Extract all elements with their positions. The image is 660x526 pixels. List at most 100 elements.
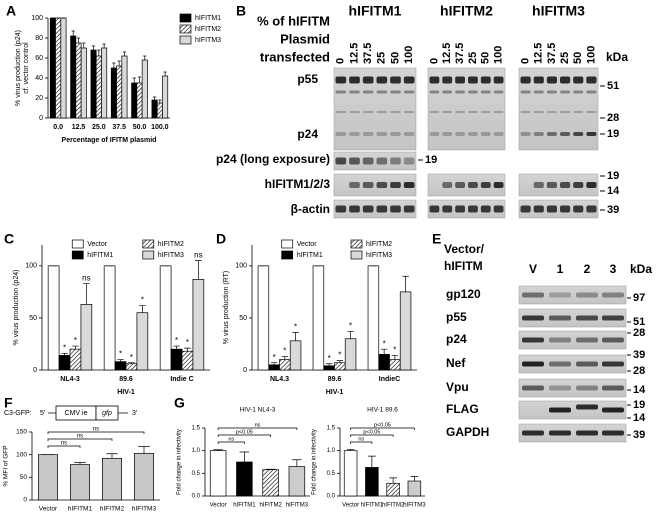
lane-label: 12.5 [441, 43, 453, 64]
blot-row-label: Vpu [446, 380, 469, 394]
blot-band [468, 76, 478, 84]
y-tick-label: 100 [16, 451, 27, 458]
blot-band [576, 430, 598, 436]
blot-band [335, 132, 347, 136]
blot-band [335, 90, 347, 94]
lane-label: 100 [585, 46, 597, 64]
blot-band [602, 292, 624, 298]
legend-swatch [179, 35, 192, 45]
blot-band [390, 90, 401, 94]
blot-band [429, 111, 440, 113]
y-tick-label: 80 [35, 35, 43, 42]
error-bar [184, 347, 191, 352]
blot-band [442, 182, 453, 188]
x-tick-label: NL4-3 [60, 376, 80, 383]
blot-band [493, 205, 504, 213]
gfp-construct: C3-GFP: 5' CMV ie gfp 3' [4, 405, 137, 421]
x-tick-label: hIFITM2 [259, 503, 282, 509]
legend-label: hIFITM1 [195, 15, 221, 22]
bar [103, 265, 116, 371]
blot-row-label: p24 [446, 332, 467, 346]
blot-band [349, 132, 360, 136]
blot-band [549, 385, 571, 391]
blot-band [522, 430, 544, 436]
significance: * [393, 346, 396, 355]
blot-band [586, 132, 597, 136]
blot-heading: Vector/ [444, 242, 485, 256]
significance: * [273, 353, 276, 362]
lane-label: 37.5 [362, 43, 374, 64]
y-axis-label: cf. vector control [23, 42, 30, 94]
blot-band [480, 132, 491, 136]
x-tick-label: 12.5 [72, 124, 86, 131]
bar [60, 17, 67, 119]
lane-label: 25 [467, 52, 479, 64]
error-bar [163, 71, 167, 76]
blot-heading: % of hIFITM [257, 13, 330, 28]
blot-band [403, 111, 415, 113]
blot-heading: hIFITM [444, 259, 483, 273]
marker-label: 51 [607, 80, 619, 92]
blot-band [349, 157, 360, 165]
legend-swatch [350, 250, 363, 260]
blot-strip [518, 354, 627, 374]
y-axis-label: % virus production (RT) [223, 271, 230, 344]
error-bar [410, 476, 419, 482]
bracket-label: p<0.05 [374, 422, 391, 428]
blot-band [468, 182, 478, 188]
blot-band [335, 111, 347, 113]
error-bar [143, 55, 147, 60]
blot-band [573, 205, 584, 213]
blot-band [520, 76, 531, 84]
blot-band [403, 90, 415, 94]
bar [70, 35, 77, 119]
blot-band [442, 90, 453, 94]
bar [80, 304, 93, 371]
x-tick-label: hIFITM1 [233, 503, 256, 509]
significance: * [294, 323, 297, 332]
x-tick-label: Vector [342, 503, 359, 509]
error-bar [61, 352, 68, 356]
chart-title: HIV-1 NL4-3 [240, 407, 276, 414]
blot-band [560, 132, 571, 136]
blot-band [522, 361, 544, 367]
legend-swatch [142, 239, 155, 249]
error-bar [213, 449, 223, 451]
bar [170, 348, 183, 371]
lane-label: 0 [335, 58, 347, 64]
x-tick-label: hIFITM2 [100, 506, 125, 513]
blot-band [520, 205, 531, 213]
marker-label: 28 [633, 327, 645, 339]
error-bar [72, 345, 79, 350]
marker-label: 39 [607, 204, 619, 216]
blot-strip [427, 199, 506, 219]
construct-end: 5' [40, 410, 45, 417]
error-bar [195, 260, 202, 280]
legend-swatch [179, 13, 192, 23]
x-tick-label: hIFITM1 [361, 503, 384, 509]
bracket-label: ns [228, 436, 234, 442]
blot-band [376, 132, 388, 136]
blot-band [362, 182, 374, 188]
bar [151, 99, 158, 119]
legend-label: hIFITM2 [195, 26, 221, 33]
bar [121, 55, 128, 119]
blot-band [546, 132, 557, 136]
x-axis-label: Percentage of IFITM plasmid [62, 137, 157, 144]
blot-band [549, 337, 571, 343]
blot-band [493, 76, 504, 84]
blot-band [549, 430, 571, 436]
blot-band [493, 132, 504, 136]
bar [312, 265, 325, 371]
legend-label: Vector [297, 241, 318, 248]
blot-strip [427, 173, 506, 197]
x-tick-label: hIFITM1 [68, 506, 93, 513]
blot-strip [333, 199, 417, 219]
blot-band [576, 361, 598, 367]
significance: * [63, 343, 66, 352]
y-tick-label: 60 [35, 55, 43, 62]
marker-label: 39 [633, 349, 645, 361]
blot-heading: transfected [260, 49, 330, 64]
blot-strip [518, 285, 627, 305]
error-bar [117, 60, 121, 66]
